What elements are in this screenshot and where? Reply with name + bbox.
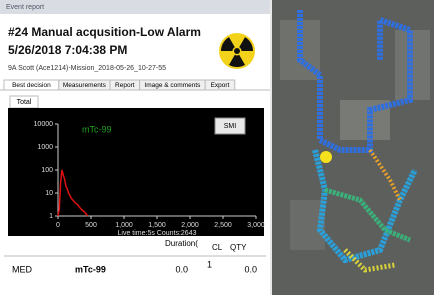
x-tick-label: 0 [56,222,60,229]
report-source: 9A Scott (Ace1214)-Mission_2018-05-26_10… [8,65,166,72]
peak-annotation: mTc-99 [82,124,112,134]
window-title: Event report [6,4,44,11]
y-tick-label: 100 [41,167,53,174]
report-title: #24 Manual acqusition-Low Alarm [8,25,201,39]
tab-label[interactable]: Measurements [63,82,107,89]
report-datetime: 5/26/2018 7:04:38 PM [8,43,127,57]
y-tick-label: 10 [45,190,53,197]
tab-label[interactable]: Image & comments [144,82,201,89]
table-cell: MED [12,264,33,274]
table-header: Duration( [165,239,198,248]
table-cell: 0.0 [175,264,188,274]
tab-label[interactable]: Report [115,82,135,89]
smi-button-label[interactable]: SMI [224,123,237,130]
x-tick-label: 1,000 [115,222,133,229]
x-tick-label: 1,500 [148,222,166,229]
table-cell: 1 [207,259,212,269]
y-tick-label: 10000 [34,121,54,128]
table-cell: mTc-99 [75,264,106,274]
x-tick-label: 3,000 [247,222,265,229]
map[interactable] [272,0,434,295]
chart-footer: Live time:5s Counts:2643 [118,230,197,237]
x-tick-label: 2,000 [181,222,199,229]
tab-label[interactable]: Best decision [12,82,51,89]
screen: Event report #24 Manual acqusition-Low A… [0,0,434,295]
x-tick-label: 2,500 [214,222,232,229]
table-cell: 0.0 [244,264,257,274]
x-tick-label: 500 [85,222,97,229]
y-tick-label: 1000 [37,144,53,151]
y-tick-label: 1 [49,213,53,220]
table-header: CL [212,243,223,252]
tab-label[interactable]: Export [211,82,230,89]
subtab-label[interactable]: Total [17,99,32,106]
radiation-icon [219,33,255,69]
table-header: QTY [230,243,247,252]
